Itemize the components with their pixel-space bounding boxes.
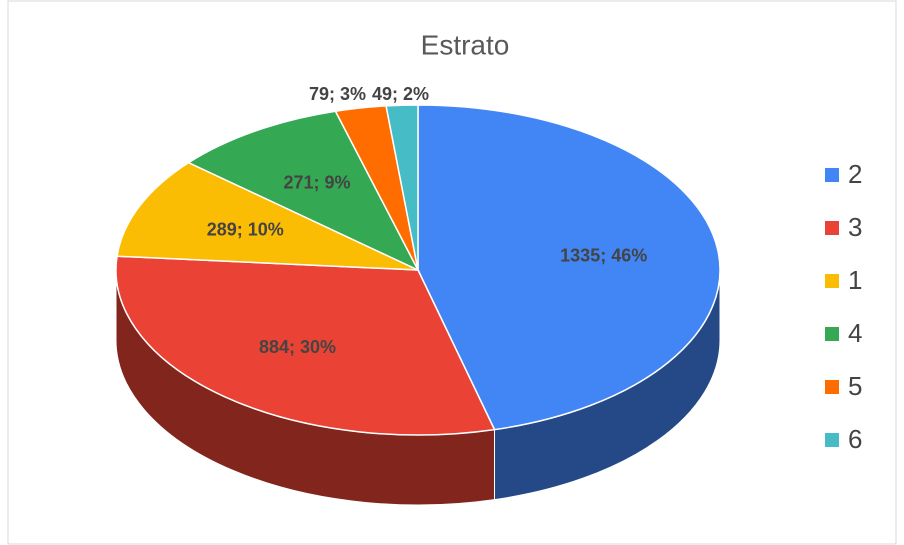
- data-label: 49; 2%: [372, 84, 429, 104]
- legend-swatch: [825, 327, 839, 341]
- legend-swatch: [825, 168, 839, 182]
- pie-slice: [116, 161, 419, 271]
- pie-slice: [115, 255, 496, 436]
- pie-slice: [385, 104, 419, 271]
- legend-label: 1: [848, 265, 862, 295]
- pie-slice: [187, 110, 420, 272]
- data-label: 1335; 46%: [560, 246, 647, 266]
- data-label: 289; 10%: [207, 219, 284, 239]
- legend-label: 3: [848, 212, 862, 242]
- chart-title: Estrato: [421, 29, 510, 60]
- legend-label: 4: [848, 318, 862, 348]
- pie-slice: [417, 104, 721, 431]
- legend-swatch: [825, 221, 839, 235]
- data-label: 884; 30%: [259, 337, 336, 357]
- legend-label: 5: [848, 371, 862, 401]
- legend-swatch: [825, 433, 839, 447]
- legend-swatch: [825, 380, 839, 394]
- data-label: 79; 3%: [309, 84, 366, 104]
- legend-label: 2: [848, 159, 862, 189]
- data-label: 271; 9%: [284, 173, 351, 193]
- legend-label: 6: [848, 424, 862, 454]
- legend-swatch: [825, 274, 839, 288]
